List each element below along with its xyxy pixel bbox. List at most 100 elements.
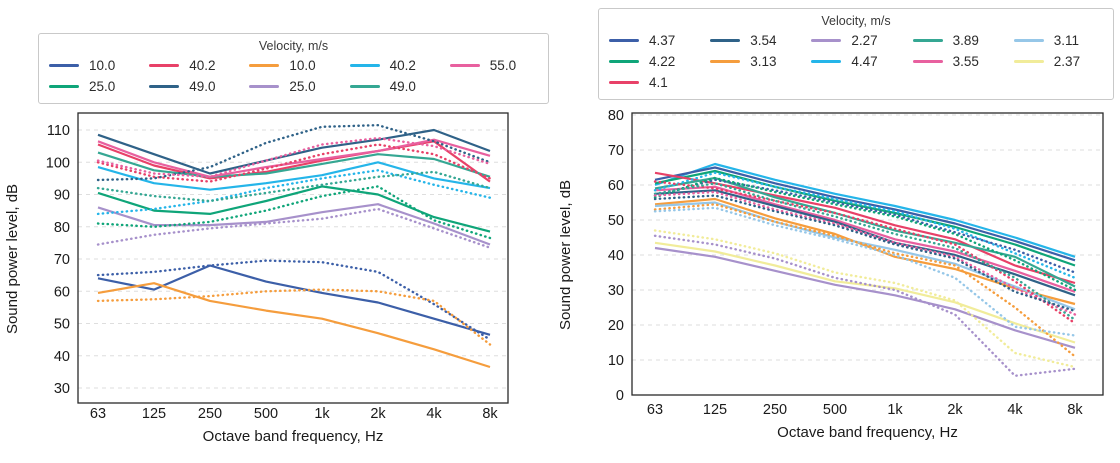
legend-label: 55.0: [489, 58, 517, 73]
series-line-49_0-solid: [97, 151, 491, 178]
series-line-49_0-solid: [97, 128, 491, 175]
legend-label: 3.13: [750, 54, 777, 69]
legend-swatch-line: [609, 60, 639, 63]
series-line-40_2-solid: [97, 161, 491, 191]
right-legend-title: Velocity, m/s: [821, 14, 891, 28]
series-line-3_13-dotted: [653, 203, 1077, 358]
series-line-25_0-dotted: [96, 207, 492, 249]
legend-swatch-line: [49, 85, 79, 88]
series-line-3_55-dotted: [653, 190, 1077, 316]
x-tick-label: 63: [647, 402, 663, 418]
y-tick-label: 10: [608, 353, 624, 369]
legend-item: 25.0: [49, 76, 137, 97]
right-legend: Velocity, m/s 4.37 4.22 4.1 3.54 3.13 2.27 4.4…: [598, 8, 1114, 100]
legend-label: 10.0: [289, 58, 316, 73]
y-tick-label: 60: [608, 178, 624, 194]
series-line-49_0-dotted: [96, 124, 492, 182]
x-axis-title: Octave band frequency, Hz: [777, 424, 958, 441]
legend-label: 3.89: [952, 33, 979, 48]
y-tick-label: 50: [54, 317, 70, 333]
legend-label: 25.0: [289, 79, 316, 94]
legend-swatch-line: [149, 64, 180, 67]
legend-item: 25.0: [249, 76, 337, 97]
legend-swatch-line: [249, 85, 280, 88]
series-line-10_0-solid: [97, 264, 491, 336]
series-line-2_27-dotted: [653, 234, 1077, 377]
legend-swatch-line: [349, 64, 380, 67]
legend-swatch-line: [1013, 39, 1044, 42]
legend-swatch-line: [149, 85, 180, 88]
left-legend-grid: 10.0 25.0 40.2 49.0 10.0 25.0 40.2 49.0 55.0: [49, 55, 538, 97]
legend-label: 4.47: [851, 54, 878, 69]
legend-swatch-line: [811, 39, 842, 42]
y-axis-title: Sound power level, dB: [560, 180, 574, 330]
x-tick-label: 250: [198, 406, 222, 422]
right-chart-panel: Velocity, m/s 4.37 4.22 4.1 3.54 3.13 2.27 4.4…: [560, 0, 1120, 463]
legend-item: 10.0: [249, 55, 337, 76]
legend-label: 4.1: [649, 75, 668, 90]
series-line-3_89-dotted: [653, 182, 1077, 321]
y-tick-label: 20: [608, 318, 624, 334]
left-legend-title: Velocity, m/s: [258, 39, 329, 53]
legend-item: 4.37: [609, 30, 698, 51]
y-tick-label: 110: [47, 123, 70, 139]
x-tick-label: 500: [823, 402, 847, 418]
series-line-4_22-dotted: [653, 176, 1077, 292]
series-line-25_0-solid: [97, 185, 491, 233]
legend-item: 49.0: [349, 76, 438, 97]
legend-item: 4.22: [609, 51, 698, 72]
left-chart-panel: Velocity, m/s 10.0 25.0 40.2 49.0 10.0 25.0 40…: [4, 33, 549, 445]
legend-label: 2.37: [1053, 54, 1081, 69]
x-tick-label: 125: [142, 406, 166, 422]
legend-swatch-line: [349, 85, 380, 88]
legend-label: 2.27: [851, 33, 878, 48]
x-tick-label: 2k: [370, 406, 386, 422]
series-line-40_2-dotted: [96, 169, 492, 216]
series-line-3_55-solid: [654, 185, 1076, 293]
series-line-4_37-dotted: [653, 178, 1077, 274]
series-line-10_0-dotted: [96, 259, 492, 341]
legend-swatch-line: [912, 39, 943, 42]
legend-label: 49.0: [189, 79, 216, 94]
x-tick-label: 500: [254, 406, 278, 422]
x-tick-label: 8k: [482, 406, 498, 422]
legend-item: 3.54: [710, 30, 799, 51]
legend-item: 4.1: [609, 72, 698, 93]
x-tick-label: 63: [90, 406, 106, 422]
x-tick-label: 250: [763, 402, 787, 418]
legend-label: 3.54: [750, 33, 777, 48]
series-line-55_0-dotted: [96, 136, 492, 178]
left-chart: 30 40 50 60 70 80 90 100 110 63 125 250 500 1k 2k 4k 8k O…: [4, 112, 509, 445]
legend-item: 2.37: [1013, 51, 1103, 72]
x-tick-label: 1k: [887, 402, 903, 418]
series-line-10_0-solid: [97, 282, 491, 369]
legend-item: 3.55: [912, 51, 1002, 72]
series-line-4_1-solid: [654, 171, 1076, 285]
legend-swatch-line: [49, 64, 79, 67]
series-line-40_2-dotted: [96, 143, 492, 183]
legend-label: 10.0: [89, 58, 116, 73]
legend-item: 3.89: [912, 30, 1002, 51]
y-tick-label: 30: [54, 381, 70, 397]
y-tick-label: 100: [46, 155, 70, 171]
legend-label: 40.2: [389, 58, 416, 73]
series-line-10_0-dotted: [96, 288, 492, 346]
y-tick-label: 50: [608, 213, 624, 229]
plot-border: [631, 112, 1104, 396]
y-tick-label: 30: [608, 283, 624, 299]
legend-swatch-line: [609, 81, 639, 84]
legend-item: 4.47: [811, 51, 900, 72]
legend-swatch-line: [710, 60, 741, 63]
legend-item: 40.2: [149, 55, 237, 76]
series-line-2_27-solid: [654, 246, 1076, 349]
x-tick-label: 125: [703, 402, 727, 418]
legend-item: 10.0: [49, 55, 137, 76]
plot-border: [77, 112, 509, 404]
x-tick-label: 4k: [1007, 402, 1023, 418]
series-line-4_37-solid: [654, 166, 1076, 262]
left-legend: Velocity, m/s 10.0 25.0 40.2 49.0 10.0 25.0 40…: [38, 33, 549, 104]
legend-label: 4.37: [649, 33, 676, 48]
legend-label: 25.0: [89, 79, 116, 94]
series-line-4_1-dotted: [653, 180, 1077, 325]
series-line-4_47-dotted: [653, 171, 1077, 279]
